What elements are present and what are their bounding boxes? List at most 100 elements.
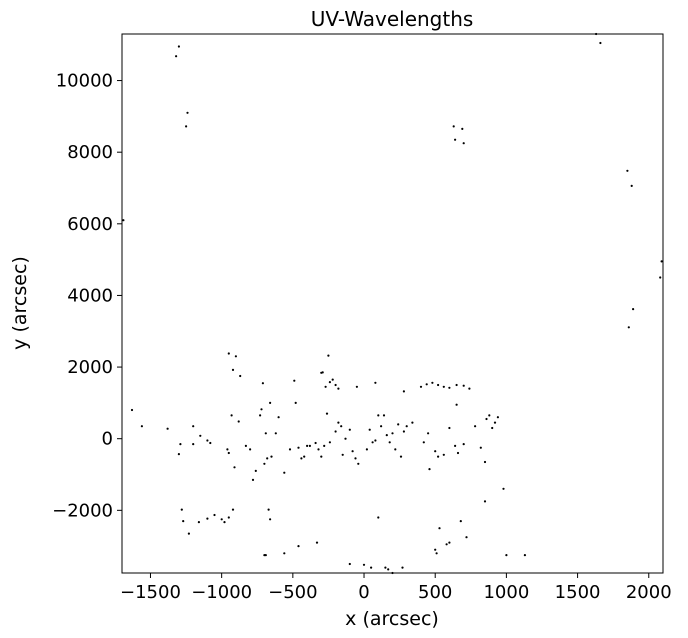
data-point — [283, 471, 286, 474]
y-tick-label: 8000 — [67, 142, 113, 163]
data-point — [237, 420, 240, 423]
data-point — [384, 566, 387, 569]
data-point — [385, 434, 388, 437]
data-point — [485, 417, 488, 421]
data-point — [182, 520, 185, 523]
data-point — [434, 548, 437, 551]
data-point — [377, 414, 380, 417]
data-point — [341, 453, 344, 456]
x-tick-label: −1000 — [191, 582, 252, 603]
data-point — [179, 443, 182, 446]
data-point — [391, 432, 394, 435]
data-point — [419, 385, 423, 388]
data-point — [303, 455, 306, 458]
x-axis-label: x (arcsec) — [345, 608, 439, 630]
data-point — [274, 432, 277, 435]
data-point — [454, 444, 457, 447]
data-point — [348, 562, 351, 566]
data-point — [315, 541, 319, 544]
data-point — [244, 444, 247, 447]
data-point — [231, 508, 235, 511]
data-point — [334, 383, 337, 387]
data-point — [185, 125, 188, 128]
data-point — [209, 441, 212, 445]
data-point — [206, 439, 209, 442]
data-point — [328, 441, 331, 444]
data-point — [394, 448, 397, 451]
data-point — [448, 386, 451, 389]
y-axis-label: y (arcsec) — [9, 256, 31, 350]
data-point — [294, 401, 297, 404]
data-point — [334, 430, 337, 433]
data-point — [267, 508, 270, 511]
data-point — [260, 408, 263, 411]
data-point — [659, 276, 662, 279]
data-point — [502, 487, 505, 490]
data-point — [177, 45, 180, 48]
data-point — [357, 462, 360, 465]
data-point — [483, 500, 487, 503]
data-point — [365, 448, 368, 451]
data-point — [399, 455, 403, 458]
y-tick-label: 6000 — [67, 214, 113, 235]
data-point — [505, 554, 508, 557]
data-point — [293, 379, 296, 382]
y-tick-label: 10000 — [56, 71, 113, 92]
x-tick-label: 0 — [358, 582, 369, 603]
data-point — [317, 448, 320, 451]
data-point — [306, 444, 309, 447]
data-point — [213, 513, 216, 517]
data-point — [264, 554, 267, 557]
data-point — [354, 457, 357, 460]
data-point — [251, 478, 255, 481]
data-point — [438, 527, 441, 530]
data-point — [382, 414, 386, 417]
data-point — [187, 532, 190, 535]
data-point — [264, 432, 267, 435]
x-tick-label: 1500 — [555, 582, 601, 603]
data-point — [434, 450, 437, 453]
data-point — [493, 421, 497, 424]
data-point — [374, 381, 377, 384]
data-point — [397, 423, 400, 426]
data-point — [340, 425, 343, 428]
data-point — [223, 521, 226, 524]
data-point — [454, 138, 457, 141]
y-tick-label: 2000 — [67, 357, 113, 378]
data-point — [227, 352, 230, 355]
y-tick-label: 4000 — [67, 285, 113, 306]
data-point — [263, 462, 266, 465]
data-point — [427, 432, 430, 435]
data-point — [474, 425, 477, 428]
data-point — [435, 552, 438, 555]
data-point — [323, 444, 326, 447]
data-point — [283, 552, 286, 555]
data-points — [122, 32, 663, 575]
data-point — [362, 563, 366, 566]
data-point — [324, 385, 327, 388]
data-point — [177, 453, 180, 456]
data-point — [231, 368, 235, 371]
y-axis-ticks: −2000 0 2000 4000 6000 8000 10000 — [52, 71, 122, 521]
data-point — [331, 378, 334, 381]
data-point — [445, 543, 448, 546]
data-point — [277, 416, 280, 419]
data-point — [348, 428, 351, 431]
data-point — [437, 455, 440, 458]
data-point — [249, 448, 252, 451]
data-point — [425, 383, 428, 386]
data-point — [448, 426, 451, 430]
data-point — [455, 403, 458, 406]
data-point — [269, 401, 272, 404]
data-point — [462, 443, 465, 446]
x-axis-ticks: −1500 −1000 −500 0 500 1000 1500 2000 — [120, 573, 672, 603]
data-point — [234, 355, 237, 358]
data-point — [175, 55, 178, 58]
data-point — [186, 111, 189, 114]
data-point — [459, 520, 462, 523]
data-point — [300, 457, 303, 460]
data-point — [227, 451, 230, 455]
data-point — [402, 390, 405, 393]
data-point — [269, 518, 272, 521]
data-point — [401, 566, 404, 569]
